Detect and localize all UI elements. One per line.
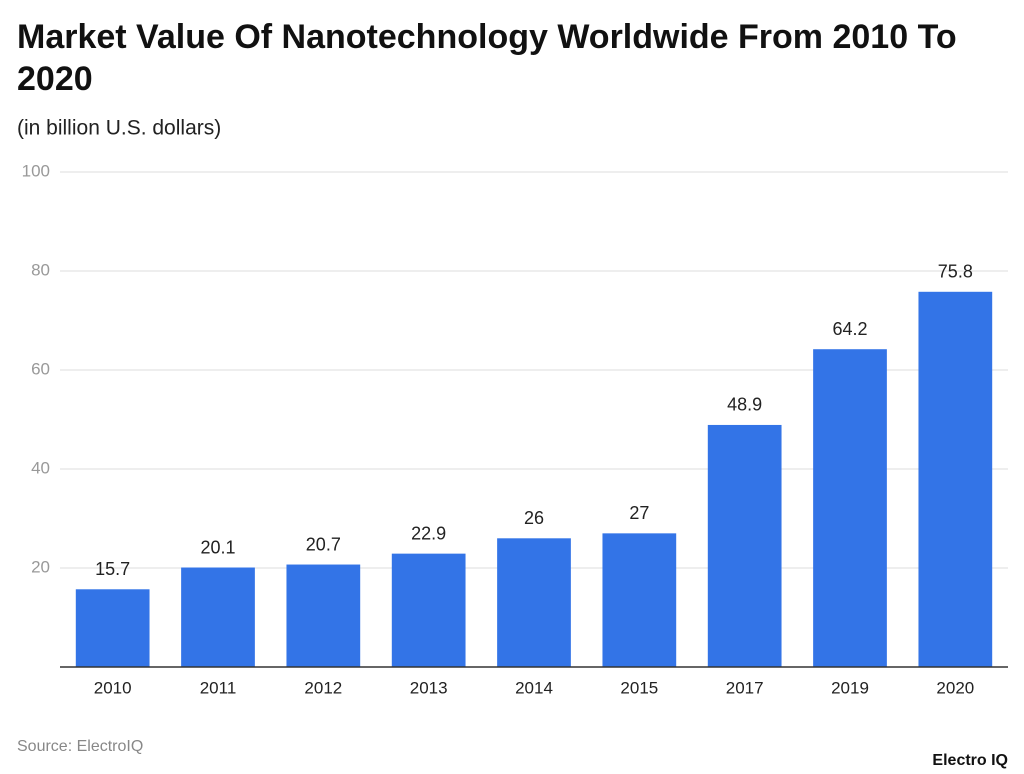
value-label: 27: [629, 503, 649, 523]
chart-title: Market Value Of Nanotechnology Worldwide…: [17, 18, 957, 98]
x-tick-label: 2013: [410, 678, 448, 697]
value-label: 64.2: [832, 319, 867, 339]
value-label: 26: [524, 508, 544, 528]
bar: [181, 567, 255, 667]
bar: [813, 349, 887, 667]
bar: [918, 291, 993, 667]
x-tick-label: 2020: [936, 678, 974, 697]
y-tick-label: 80: [31, 260, 50, 279]
y-tick-label: 40: [31, 458, 50, 477]
value-label: 15.7: [95, 559, 130, 579]
x-tick-label: 2019: [831, 678, 869, 697]
value-label: 75.8: [938, 262, 973, 282]
value-label: 20.7: [306, 534, 341, 554]
x-tick-label: 2011: [200, 678, 237, 697]
y-tick-label: 20: [31, 557, 50, 576]
y-tick-label: 100: [22, 161, 50, 180]
brand: Electro IQ: [932, 752, 1008, 769]
bar: [286, 564, 361, 667]
source: Source: ElectroIQ: [17, 738, 143, 755]
bar: [602, 533, 677, 667]
bar: [75, 589, 150, 667]
x-tick-label: 2015: [620, 678, 658, 697]
x-tick-label: 2014: [515, 678, 553, 697]
x-tick-label: 2012: [304, 678, 342, 697]
x-tick-label: 2017: [726, 678, 764, 697]
y-tick-label: 60: [31, 359, 50, 378]
value-label: 22.9: [411, 523, 446, 543]
bar: [391, 553, 466, 667]
chart-subtitle: (in billion U.S. dollars): [17, 117, 221, 140]
x-tick-label: 2010: [94, 678, 132, 697]
bar: [497, 538, 571, 667]
value-label: 48.9: [727, 395, 762, 415]
bar: [707, 424, 782, 667]
value-label: 20.1: [200, 537, 235, 557]
